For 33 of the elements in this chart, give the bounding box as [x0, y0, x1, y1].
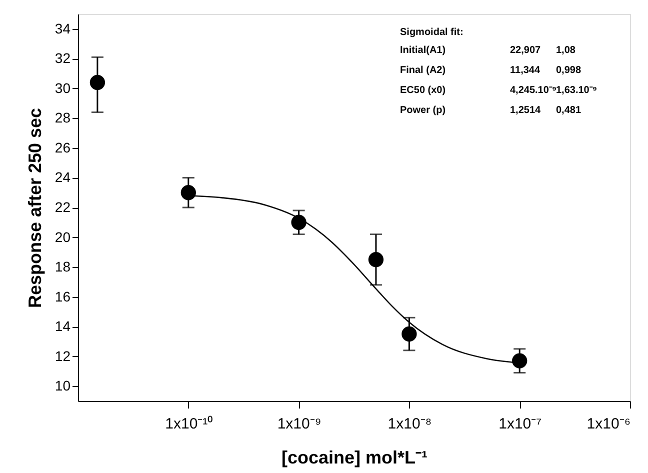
y-tick-label: 10 — [54, 378, 71, 394]
annotation: 1,63.10⁻⁹ — [556, 85, 598, 96]
y-tick-label: 14 — [54, 318, 71, 334]
y-tick-label: 12 — [54, 348, 71, 364]
y-tick-label: 20 — [54, 228, 71, 245]
x-tick-label: 1x10⁻⁸ — [388, 416, 432, 432]
y-tick-label: 22 — [54, 199, 71, 215]
annotation: Initial(A1) — [400, 45, 446, 56]
annotation: 1,2514 — [510, 105, 542, 116]
annotation: 1,08 — [556, 45, 576, 56]
annotation: 4,245.10⁻⁹ — [510, 85, 557, 96]
x-tick-label: 1x10⁻⁷ — [498, 416, 542, 432]
x-tick-label: 1x10⁻⁹ — [277, 416, 322, 432]
x-axis-title: [cocaine] mol*L⁻¹ — [281, 448, 428, 468]
annotation: Power (p) — [400, 105, 446, 116]
y-tick-label: 30 — [54, 80, 71, 96]
y-tick-label: 26 — [54, 139, 71, 156]
y-tick-label: 28 — [54, 110, 71, 126]
y-tick-label: 18 — [54, 258, 71, 275]
annotation: 0,481 — [556, 105, 582, 116]
x-tick-label: 1x10⁻¹⁰ — [165, 416, 213, 432]
annotation: Sigmoidal fit: — [400, 27, 464, 38]
annotation: 0,998 — [556, 65, 582, 76]
y-tick-label: 32 — [54, 50, 71, 66]
y-axis-title: Response after 250 sec — [24, 108, 45, 308]
y-tick-label: 34 — [54, 20, 71, 36]
annotation: 22,907 — [510, 45, 542, 56]
annotation: 11,344 — [510, 65, 540, 76]
annotation: Final (A2) — [400, 65, 446, 76]
x-tick-label: 1x10⁻⁶ — [586, 416, 630, 432]
annotation: EC50 (x0) — [400, 85, 446, 96]
y-tick-label: 24 — [54, 169, 71, 186]
y-tick-label: 16 — [54, 288, 71, 304]
